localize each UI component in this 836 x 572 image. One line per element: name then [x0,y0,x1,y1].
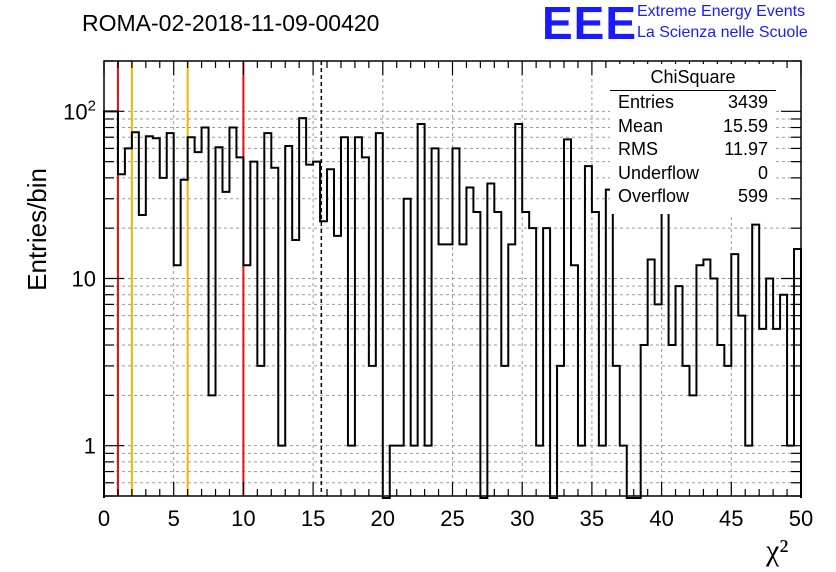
histogram-bin [202,128,209,496]
axis-ticks [103,60,802,497]
histogram-bin [501,366,508,496]
logo-line-1: Extreme Energy Events [637,3,806,20]
y-tick-label: 10 [72,267,96,292]
histogram-bin [564,139,571,496]
histogram-step-line [103,110,802,499]
histogram-bin [299,118,306,496]
stats-title: ChiSquare [610,64,776,91]
histogram-bin [724,366,731,496]
x-tick-label: 0 [98,506,110,531]
histogram-bin [557,366,564,496]
stats-row-overflow: Overflow 599 [618,186,768,206]
x-tick-label: 40 [649,506,673,531]
histogram-bin [139,215,146,496]
histogram-bin [188,137,195,496]
histogram-bin [752,225,759,496]
x-tick-label: 20 [371,506,395,531]
x-tick-label: 25 [440,506,464,531]
histogram-bin [222,192,229,496]
histogram-bin [376,133,383,496]
y-tick-label: 1 [84,434,96,459]
histogram-bin [738,316,745,496]
histogram-bin [369,366,376,496]
histogram-bin [613,366,620,496]
eee-logo: EEE [542,0,638,49]
y-axis-label: Entries/bin [22,168,52,291]
run-title: ROMA-02-2018-11-09-00420 [82,10,380,36]
histogram-bin [529,228,536,496]
y-tick-label: 102 [63,97,96,124]
histogram-bin [118,174,125,496]
histogram-bin [404,199,411,496]
x-tick-label: 10 [231,506,255,531]
histogram-bin [216,147,223,496]
histogram [103,110,802,499]
histogram-bin [655,304,662,496]
histogram-bin [683,366,690,496]
histogram-bin [606,190,613,496]
histogram-bin [125,148,132,496]
histogram-bin [717,345,724,496]
stats-box: ChiSquare Entries 3439 Mean 15.59 RMS 11.97… [610,64,776,214]
histogram-bin [466,188,473,496]
histogram-bin [766,279,773,497]
histogram-bin [759,329,766,496]
x-tick-labels: 0 5 10 15 20 25 30 35 40 45 50 [98,506,813,531]
histogram-bin [585,166,592,496]
histogram-bin [459,244,466,496]
stats-row-underflow: Underflow 0 [618,162,768,183]
histogram-bin [662,199,669,496]
histogram-bin [515,124,522,496]
histogram-bin [229,128,236,496]
x-tick-label: 45 [719,506,743,531]
logo-line-2: La Scienza nelle Scuole [637,24,808,41]
stats-row-entries: Entries 3439 [618,92,768,112]
histogram-bin [257,366,264,496]
histogram-bin [195,152,202,496]
histogram-bin [153,138,160,496]
x-axis-label: χ² [766,534,789,567]
histogram-bin [439,244,446,496]
histogram-bin [543,228,550,496]
histogram-bin [146,136,153,496]
histogram-bin [264,133,271,496]
histogram-bin [271,168,278,496]
histogram-bin [676,286,683,496]
stats-row-rms: RMS 11.97 [618,139,768,159]
histogram-bin [432,148,439,496]
y-tick-labels: 1 10 102 [63,97,96,458]
histogram-bin [446,244,453,496]
histogram-bin [167,133,174,496]
x-tick-label: 5 [168,506,180,531]
histogram-bin [306,165,313,496]
histogram-bin [111,111,118,496]
histogram-bin [104,111,111,496]
histogram-bin [355,137,362,496]
histogram-bin [160,178,167,496]
histogram-bin [641,345,648,496]
x-tick-label: 15 [301,506,325,531]
histogram-bin [341,137,348,496]
histogram-bin [508,244,515,496]
histogram-bin [418,124,425,496]
x-tick-label: 30 [510,506,534,531]
histogram-bin [181,180,188,496]
histogram-bin [453,148,460,496]
histogram-bin [710,279,717,497]
x-tick-label: 50 [789,506,813,531]
stats-row-mean: Mean 15.59 [618,115,768,136]
histogram-bin [669,345,676,496]
x-tick-label: 35 [580,506,604,531]
histogram-bin [773,329,780,496]
histogram-bin [731,254,738,496]
histogram-bin [132,132,139,496]
histogram-bin [487,184,494,496]
histogram-bin [327,169,334,496]
